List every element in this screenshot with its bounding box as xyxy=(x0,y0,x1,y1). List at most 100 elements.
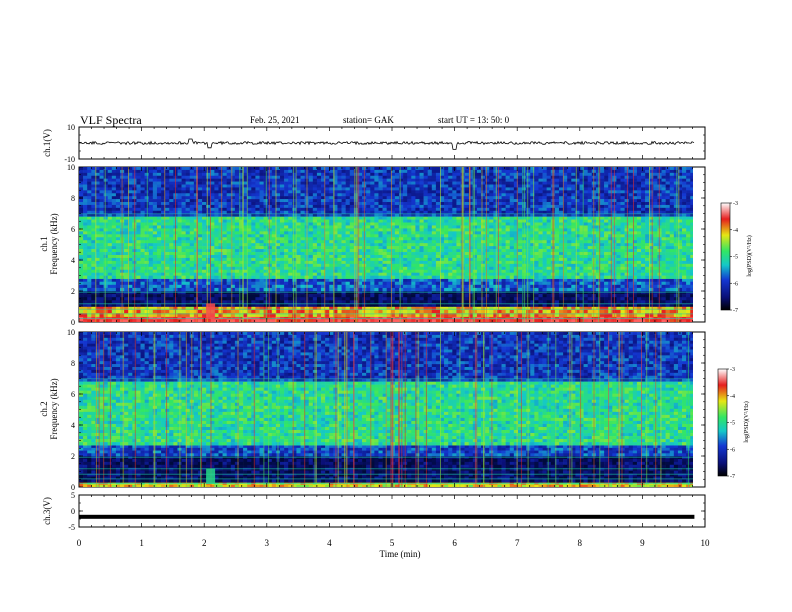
spectrogram-cell xyxy=(489,252,494,256)
spectrogram-cell xyxy=(243,263,248,268)
spectrogram-cell xyxy=(214,291,219,295)
spectrogram-cell xyxy=(497,243,502,247)
spectrogram-cell xyxy=(628,252,634,256)
spectrogram-cell xyxy=(563,263,568,268)
spectrogram-cell xyxy=(288,216,293,220)
spectrogram-cell xyxy=(489,294,494,298)
spectrogram-cell xyxy=(259,246,264,250)
spectrogram-cell xyxy=(267,266,273,271)
spectrogram-cell xyxy=(505,222,511,226)
spectrogram-cell xyxy=(645,281,650,286)
spectrogram-cell xyxy=(530,278,535,282)
spectrogram-cell xyxy=(530,260,535,265)
spectrogram-cell xyxy=(390,313,396,317)
spectrogram-cell xyxy=(444,294,449,298)
spectrogram-cell xyxy=(111,287,117,292)
spectrogram-cell xyxy=(505,231,511,235)
spectrogram-cell xyxy=(337,219,342,223)
spectrogram-cell xyxy=(325,266,330,271)
spectrogram-cell xyxy=(485,249,490,253)
spectrogram-cell xyxy=(238,284,244,289)
spectrogram-cell xyxy=(292,297,297,301)
spectrogram-cell xyxy=(148,306,154,311)
spectrogram-cell xyxy=(124,275,129,279)
spectrogram-cell xyxy=(448,216,453,220)
spectrogram-cell xyxy=(197,297,203,301)
spectrogram-cell xyxy=(427,309,433,314)
spectrogram-cell xyxy=(608,275,613,279)
spectrogram-cell xyxy=(95,219,100,223)
spectrogram-cell xyxy=(390,237,396,241)
spectrogram-cell xyxy=(189,257,195,262)
spectrogram-cell xyxy=(513,275,519,279)
spectrogram-cell xyxy=(251,291,256,295)
spectrogram-cell xyxy=(325,225,330,229)
spectrogram-cell xyxy=(513,216,519,220)
spectrogram-cell xyxy=(292,225,297,229)
spectrogram-cell xyxy=(378,228,383,232)
spectrogram-cell xyxy=(382,216,387,220)
spectrogram-cell xyxy=(95,272,100,276)
spectrogram-cell xyxy=(267,252,273,256)
spectrogram-cell xyxy=(202,300,207,304)
spectrogram-cell xyxy=(91,281,96,286)
spectrogram-cell xyxy=(501,319,506,322)
spectrogram-cell xyxy=(497,260,502,265)
spectrogram-cell xyxy=(177,243,182,247)
spectrogram-cell xyxy=(140,240,145,244)
spectrogram-cell xyxy=(280,309,285,314)
spectrogram-cell xyxy=(468,254,474,259)
spectrogram-cell xyxy=(501,240,506,244)
spectrogram-cell xyxy=(595,222,601,226)
spectrogram-cell xyxy=(567,316,572,320)
spectrogram-cell xyxy=(189,275,195,279)
spectrogram-cell xyxy=(79,306,84,311)
spectrogram-cell xyxy=(152,257,158,262)
spectrogram-cell xyxy=(148,249,154,253)
spectrogram-cell xyxy=(140,246,145,250)
spectrogram-cell xyxy=(546,263,552,268)
spectrogram-cell xyxy=(255,316,260,320)
spectrogram-cell xyxy=(669,281,675,286)
spectrogram-cell xyxy=(103,260,109,265)
spectrogram-cell xyxy=(669,297,675,301)
spectrogram-cell xyxy=(115,275,121,279)
spectrogram-cell xyxy=(493,234,498,238)
spectrogram-cell xyxy=(345,231,351,235)
spectrogram-cell xyxy=(247,257,252,262)
spectrogram-cell xyxy=(595,219,601,223)
spectrogram-cell xyxy=(620,278,625,282)
spectrogram-cell xyxy=(210,257,215,262)
spectrogram-cell xyxy=(485,284,490,289)
spectrogram-cell xyxy=(107,291,113,295)
spectrogram-cell xyxy=(156,291,162,295)
spectrogram-cell xyxy=(501,249,506,253)
spectrogram-cell xyxy=(79,216,84,220)
spectrogram-cell xyxy=(288,303,293,307)
spectrogram-cell xyxy=(398,266,404,271)
spectrogram-cell xyxy=(374,303,379,307)
spectrogram-cell xyxy=(370,303,375,307)
spectrogram-cell xyxy=(111,306,117,311)
spectrogram-cell xyxy=(632,297,638,301)
spectrogram-cell xyxy=(563,281,568,286)
spectrogram-cell xyxy=(292,303,297,307)
spectrogram-cell xyxy=(583,297,588,301)
spectrogram-cell xyxy=(206,222,211,226)
spectrogram-cell xyxy=(329,319,334,322)
spectrogram-cell xyxy=(111,269,117,273)
spectrogram-cell xyxy=(530,228,535,232)
spectrogram-cell xyxy=(230,231,236,235)
spectrogram-cell xyxy=(485,260,490,265)
spectrogram-cell xyxy=(682,313,687,317)
spectrogram-cell xyxy=(115,306,121,311)
spectrogram-cell xyxy=(325,306,330,311)
spectrogram-cell xyxy=(284,272,289,276)
spectrogram-cell xyxy=(513,246,519,250)
spectrogram-cell xyxy=(448,313,453,317)
spectrogram-cell xyxy=(501,309,506,314)
spectrogram-cell xyxy=(616,254,621,259)
spectrogram-cell xyxy=(677,281,683,286)
spectrogram-cell xyxy=(554,260,560,265)
spectrogram-cell xyxy=(464,303,470,307)
